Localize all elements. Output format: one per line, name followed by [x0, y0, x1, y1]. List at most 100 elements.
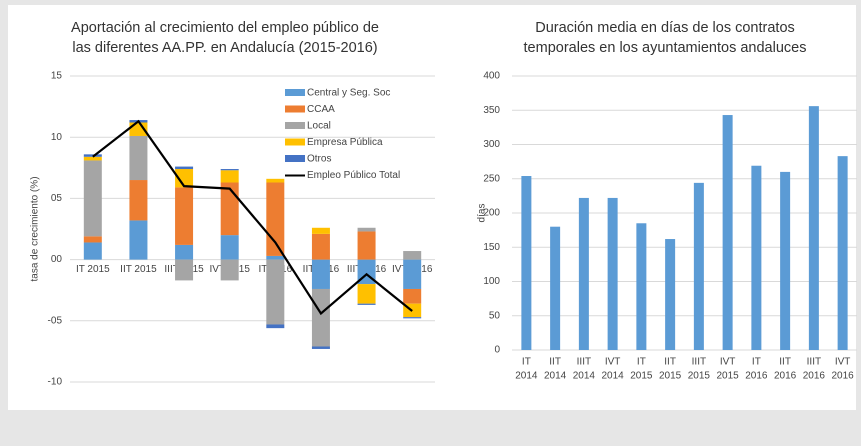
y-axis-label: días	[477, 204, 488, 223]
x-tick-label: IIT	[549, 357, 561, 368]
bar-segment	[311, 233, 330, 260]
bar-segment	[311, 288, 330, 347]
bar-segment	[403, 317, 422, 319]
bar-segment	[220, 259, 239, 281]
x-tick-label: IT	[752, 357, 761, 368]
bar	[693, 182, 704, 350]
bar	[665, 239, 676, 350]
bar-segment	[357, 227, 376, 232]
y-tick-label: 150	[483, 242, 500, 253]
bar-segment	[357, 231, 376, 260]
bar	[751, 165, 762, 350]
y-tick-label: 300	[483, 139, 500, 150]
x-tick-label: 2016	[803, 371, 826, 382]
x-tick-label: 2015	[688, 371, 711, 382]
y-tick-label: 200	[483, 208, 500, 219]
x-tick-label: 2014	[544, 371, 567, 382]
x-tick-label: 2015	[717, 371, 740, 382]
bar-segment	[175, 259, 194, 281]
bar-segment	[266, 324, 285, 329]
y-tick-label: 350	[483, 105, 500, 116]
legend-label: Empresa Pública	[307, 137, 383, 148]
y-tick-label: 400	[483, 71, 500, 82]
bar	[722, 115, 733, 350]
bar-segment	[311, 346, 330, 349]
x-tick-label: 2016	[774, 371, 797, 382]
x-tick-label: IIT	[779, 357, 791, 368]
y-tick-label: 0	[494, 345, 500, 356]
x-tick-label: 2016	[745, 371, 768, 382]
bar-segment	[83, 160, 102, 237]
bar-segment	[83, 242, 102, 260]
y-tick-label: 10	[51, 132, 63, 143]
bar-segment	[129, 220, 148, 260]
y-tick-label: 50	[489, 310, 501, 321]
x-tick-label: IT	[637, 357, 646, 368]
bar	[780, 171, 791, 350]
y-tick-label: 15	[51, 71, 63, 82]
bar-segment	[175, 244, 194, 260]
bar	[521, 176, 532, 350]
bar-segment	[403, 259, 422, 289]
bar-segment	[220, 235, 239, 260]
bar-segment	[220, 182, 239, 236]
legend-label: Empleo Público Total	[307, 170, 400, 181]
y-tick-label: 05	[51, 193, 63, 204]
bar-segment	[83, 236, 102, 243]
y-tick-label: 00	[51, 254, 63, 265]
bar-segment	[129, 180, 148, 221]
bar-segment	[129, 135, 148, 181]
x-tick-label: IIIT	[577, 357, 591, 368]
bar-segment	[266, 259, 285, 325]
bar	[808, 106, 819, 350]
bar-segment	[357, 284, 376, 304]
x-tick-label: IIT	[664, 357, 676, 368]
legend-swatch	[285, 138, 305, 146]
bar	[636, 223, 647, 350]
bar-segment	[403, 251, 422, 260]
x-tick-label: IIT 2015	[120, 264, 157, 275]
y-tick-label: 100	[483, 276, 500, 287]
x-tick-label: 2014	[602, 371, 625, 382]
x-tick-label: IIIT	[807, 357, 821, 368]
chart-title: Aportación al crecimiento del empleo púb…	[71, 20, 379, 36]
bar-segment	[266, 178, 285, 183]
x-tick-label: IVT	[835, 357, 851, 368]
bar-segment	[266, 255, 285, 260]
x-tick-label: IVT	[605, 357, 621, 368]
bar	[607, 197, 618, 350]
legend-swatch	[285, 155, 305, 162]
legend-label: Local	[307, 121, 331, 132]
x-tick-label: 2015	[630, 371, 653, 382]
chart-title: Duración media en días de los contratos	[535, 20, 795, 36]
total-line	[92, 119, 413, 316]
legend-label: Otros	[307, 154, 331, 165]
x-tick-label: 2014	[573, 371, 596, 382]
bar	[550, 226, 561, 350]
bar-segment	[175, 169, 194, 188]
x-tick-label: IT	[522, 357, 531, 368]
x-tick-label: 2014	[515, 371, 538, 382]
y-tick-label: 250	[483, 173, 500, 184]
chart-title: temporales en los ayuntamientos andaluce…	[524, 40, 807, 56]
bar-segment	[175, 166, 194, 170]
bar-segment	[311, 259, 330, 289]
bar-segment	[220, 169, 239, 171]
y-tick-label: -10	[48, 377, 63, 388]
panel	[8, 5, 856, 410]
y-axis-label: tasa de crecimiento (%)	[30, 176, 41, 281]
bar-segment	[220, 170, 239, 183]
x-tick-label: 2015	[659, 371, 682, 382]
bar	[837, 156, 848, 350]
bar-segment	[357, 303, 376, 305]
x-tick-label: IT 2015	[76, 264, 110, 275]
x-tick-label: IIIT	[692, 357, 706, 368]
bar-segment	[83, 156, 102, 161]
legend-swatch	[285, 89, 305, 96]
chart-title: las diferentes AA.PP. en Andalucía (2015…	[72, 40, 377, 56]
legend-swatch	[285, 105, 305, 113]
x-tick-label: IVT	[720, 357, 736, 368]
x-tick-label: 2016	[832, 371, 855, 382]
legend-label: CCAA	[307, 104, 335, 115]
